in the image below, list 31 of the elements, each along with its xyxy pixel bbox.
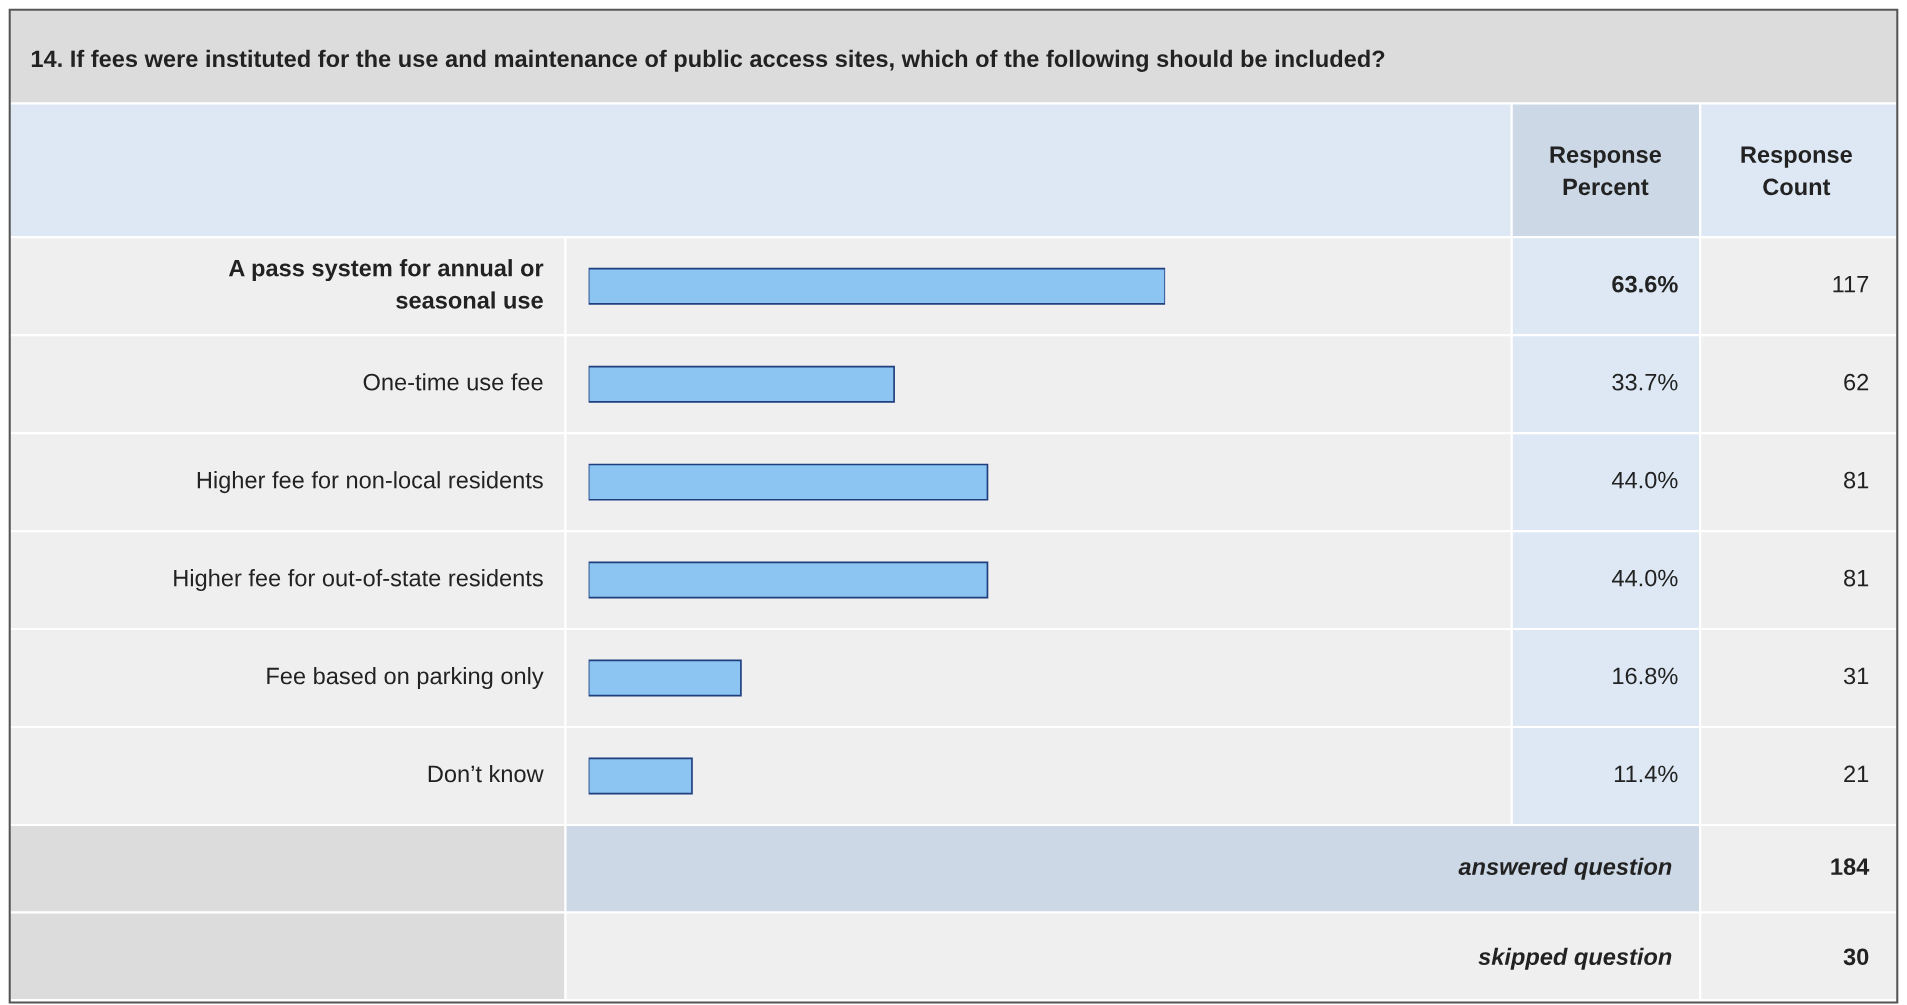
y-tick-label: Don’t know — [428, 764, 544, 783]
text: 81 — [1844, 471, 1869, 489]
y-tick-label: Higher fee for out-of-state residents — [174, 569, 543, 592]
text: Response Count — [1741, 146, 1852, 196]
y-tick-label: A pass system for annual or seasonal use — [228, 259, 544, 309]
text: skipped question — [1478, 947, 1672, 970]
text: 21 — [1844, 765, 1869, 783]
data-label: 11.4% — [1614, 765, 1678, 783]
y-tick-label: Higher fee for non-local residents — [197, 471, 543, 494]
data-label: 44.0% — [1611, 471, 1678, 489]
bar — [588, 463, 989, 501]
bar — [588, 267, 1166, 305]
chart-title: 14. If fees were instituted for the use and maintenance of public access sites, which of the following should be included? — [31, 49, 1385, 72]
bar — [588, 659, 742, 697]
bar — [588, 561, 989, 599]
text: 62 — [1844, 373, 1869, 391]
data-label: 44.0% — [1611, 569, 1678, 587]
bar — [588, 757, 693, 795]
text: 184 — [1831, 858, 1870, 876]
data-label: 33.7% — [1612, 373, 1678, 391]
bar — [588, 365, 895, 403]
data-label: 16.8% — [1613, 667, 1678, 685]
text: 30 — [1843, 948, 1869, 966]
text: 117 — [1833, 276, 1869, 293]
data-label: 63.6% — [1612, 275, 1678, 293]
y-tick-label: Fee based on parking only — [267, 667, 544, 690]
text: answered question — [1458, 857, 1672, 880]
text: 31 — [1843, 667, 1869, 685]
text: 81 — [1844, 569, 1869, 587]
text: Response Percent — [1550, 146, 1661, 196]
y-tick-label: One-time use fee — [363, 373, 543, 391]
